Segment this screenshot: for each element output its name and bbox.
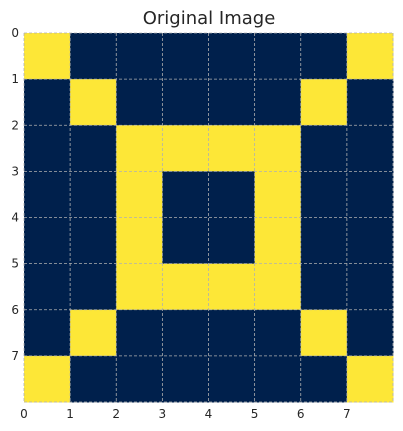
heatmap-cell [254,309,302,357]
heatmap-cell [162,33,209,80]
heatmap-cell [24,217,71,265]
heatmap-cell [70,33,117,80]
heatmap-cell [116,33,163,80]
heatmap-cell [346,217,394,265]
heatmap-cell [208,125,256,172]
y-tick-label: 3 [11,164,19,178]
heatmap-cell [254,355,302,403]
heatmap-cell [162,125,209,172]
heatmap-cell [346,171,394,218]
heatmap-cell [162,171,209,218]
heatmap-cells [24,33,394,403]
y-tick-label: 0 [11,26,19,40]
chart-title: Original Image [143,8,276,29]
x-tick-label: 3 [159,407,167,421]
heatmap-cell [208,33,256,80]
y-tick-label: 1 [11,72,19,86]
heatmap-cell [300,355,348,403]
heatmap-cell [70,355,117,403]
heatmap-cell [116,309,163,357]
heatmap-cell [300,79,348,126]
heatmap-cell [70,263,117,311]
heatmap-cell [346,79,394,126]
x-tick-label: 7 [343,407,351,421]
heatmap-cell [208,171,256,218]
heatmap-cell [116,79,163,126]
heatmap-cell [24,79,71,126]
heatmap-cell [24,355,71,403]
x-tick-label: 2 [112,407,120,421]
heatmap-cell [70,171,117,218]
heatmap-cell [70,79,117,126]
heatmap-cell [24,125,71,172]
x-axis-ticks: 0 1 2 3 4 5 6 7 [20,407,351,421]
heatmap-cell [300,171,348,218]
heatmap-cell [254,33,302,80]
heatmap-cell [24,309,71,357]
heatmap-cell [70,309,117,357]
x-tick-label: 6 [297,407,305,421]
heatmap-cell [116,217,163,265]
heatmap-cell [70,125,117,172]
heatmap-cell [208,79,256,126]
heatmap-cell [300,33,348,80]
y-tick-label: 4 [11,211,19,225]
heatmap-cell [70,217,117,265]
heatmap-cell [162,309,209,357]
x-tick-label: 0 [20,407,28,421]
heatmap-cell [162,355,209,403]
heatmap-cell [208,309,256,357]
x-tick-label: 4 [205,407,213,421]
y-tick-label: 7 [11,349,19,363]
heatmap-cell [208,263,256,311]
heatmap-cell [162,263,209,311]
heatmap-cell [116,355,163,403]
heatmap-cell [254,79,302,126]
heatmap-cell [24,263,71,311]
y-axis-ticks: 0 1 2 3 4 5 6 7 [11,26,19,363]
heatmap-cell [346,355,394,403]
y-tick-label: 2 [11,118,19,132]
heatmap-cell [24,33,71,80]
x-tick-label: 5 [251,407,259,421]
y-tick-label: 5 [11,257,19,271]
y-tick-label: 6 [11,303,19,317]
heatmap-cell [254,263,302,311]
heatmap-cell [208,217,256,265]
heatmap-cell [346,125,394,172]
heatmap-cell [162,79,209,126]
heatmap-cell [300,309,348,357]
heatmap-cell [300,125,348,172]
heatmap-cell [254,125,302,172]
heatmap-cell [24,171,71,218]
heatmap-cell [116,171,163,218]
heatmap-cell [254,171,302,218]
heatmap-cell [254,217,302,265]
heatmap-cell [346,309,394,357]
heatmap-cell [116,125,163,172]
heatmap-cell [116,263,163,311]
heatmap-cell [162,217,209,265]
grid-lines [23,32,394,403]
heatmap-cell [300,263,348,311]
heatmap-cell [346,33,394,80]
x-tick-label: 1 [66,407,74,421]
heatmap-cell [300,217,348,265]
heatmap-cell [346,263,394,311]
heatmap-cell [208,355,256,403]
